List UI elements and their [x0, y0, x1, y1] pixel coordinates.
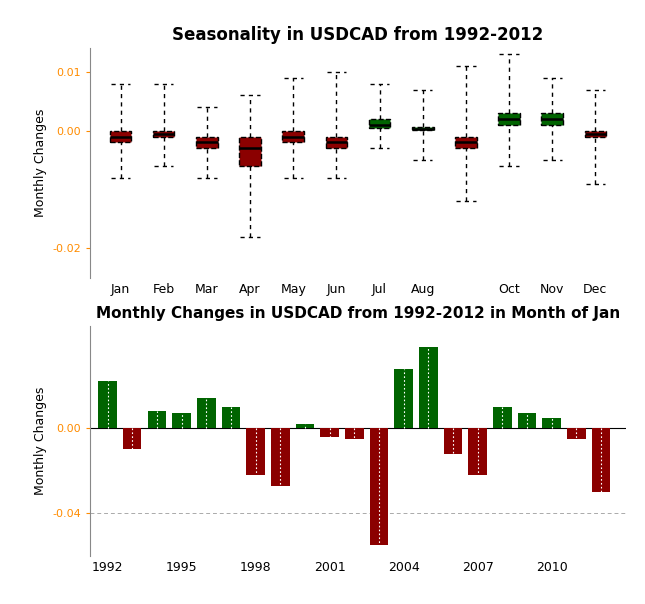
Bar [172, 413, 191, 428]
Bar [271, 428, 290, 486]
Bar [493, 407, 511, 428]
Bar [196, 137, 217, 149]
Bar [148, 411, 166, 428]
Bar [591, 428, 610, 492]
Bar [444, 428, 462, 454]
Bar [197, 399, 215, 428]
Bar [370, 428, 388, 545]
Y-axis label: Monthly Changes: Monthly Changes [34, 387, 47, 495]
Bar [326, 137, 347, 149]
Title: Monthly Changes in USDCAD from 1992-2012 in Month of Jan: Monthly Changes in USDCAD from 1992-2012… [96, 306, 620, 321]
Bar [239, 137, 261, 166]
Bar [153, 130, 175, 137]
Title: Seasonality in USDCAD from 1992-2012: Seasonality in USDCAD from 1992-2012 [172, 26, 544, 44]
Bar [542, 417, 561, 428]
Bar [222, 407, 240, 428]
Bar [246, 428, 265, 475]
Y-axis label: Monthly Changes: Monthly Changes [34, 109, 47, 217]
Bar [345, 428, 364, 439]
Bar [321, 428, 339, 437]
Bar [123, 428, 141, 449]
Bar [567, 428, 586, 439]
Bar [369, 119, 390, 128]
Bar [419, 347, 437, 428]
Bar [468, 428, 487, 475]
Bar [110, 130, 132, 143]
Bar [98, 381, 117, 428]
Bar [584, 130, 606, 137]
Bar [394, 368, 413, 428]
Bar [455, 137, 477, 149]
Bar [295, 424, 314, 428]
Bar [412, 127, 433, 130]
Bar [541, 113, 563, 125]
Bar [283, 130, 304, 143]
Bar [518, 413, 536, 428]
Bar [499, 113, 520, 125]
